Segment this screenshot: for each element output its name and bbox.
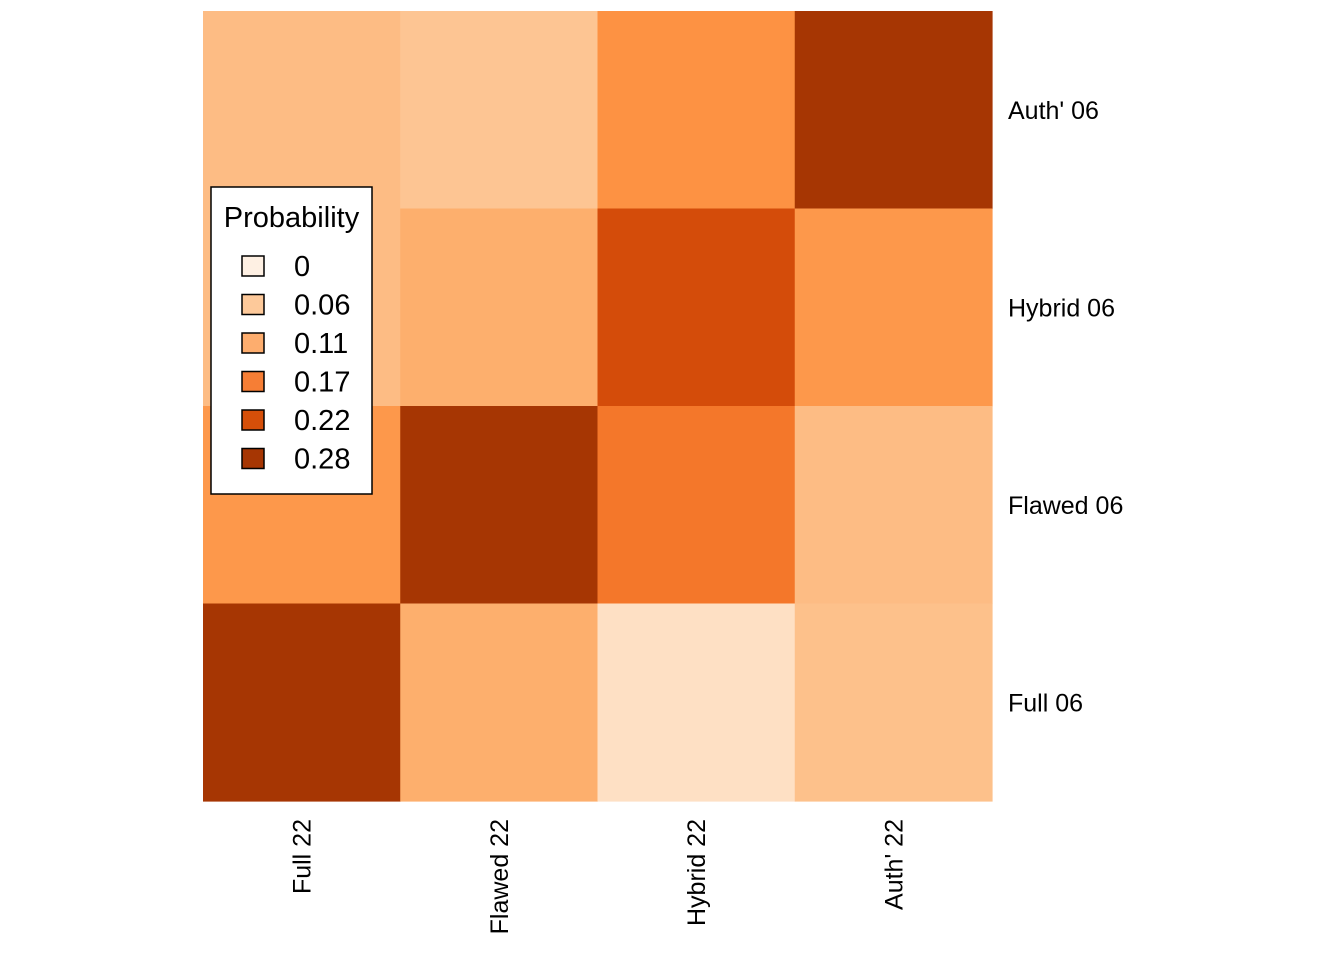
row-labels: Auth' 06 Hybrid 06 Flawed 06 Full 06	[1008, 97, 1123, 718]
heatmap-cell	[794, 208, 993, 407]
row-label: Full 06	[1008, 689, 1083, 717]
column-label: Full 22	[289, 819, 317, 894]
legend-box	[210, 186, 373, 495]
row-label: Auth' 06	[1008, 97, 1099, 125]
heatmap-cell	[400, 208, 599, 407]
legend-label: 0.22	[294, 405, 350, 437]
legend-label: 0.17	[294, 367, 350, 399]
legend-swatch	[241, 293, 265, 316]
legend-swatch	[241, 332, 265, 354]
heatmap-cell	[597, 208, 796, 407]
legend-label: 0.11	[294, 328, 348, 360]
column-label: Hybrid 22	[683, 819, 711, 926]
heatmap-cell	[203, 11, 401, 210]
heatmap-cell	[400, 406, 599, 605]
row-label: Flawed 06	[1008, 492, 1123, 520]
column-labels: Full 22 Flawed 22 Hybrid 22 Auth' 22	[289, 819, 909, 934]
heatmap-cell	[597, 406, 796, 605]
heatmap-cell	[794, 406, 993, 605]
legend-swatch	[241, 447, 265, 470]
legend-swatch	[241, 255, 265, 277]
heatmap-cell	[794, 11, 993, 210]
heatmap-cell	[400, 603, 599, 802]
heatmap-cell	[597, 603, 796, 802]
legend-title: Probability	[224, 202, 360, 234]
legend-label: 0.28	[294, 444, 350, 476]
legend-label: 0	[294, 251, 310, 283]
heatmap-cell	[400, 11, 599, 210]
row-label: Hybrid 06	[1008, 294, 1115, 322]
legend: Probability 0 0.06 0.11 0.17 0.22 0.28	[210, 186, 373, 495]
legend-swatch	[241, 370, 265, 393]
legend-swatch	[241, 409, 265, 431]
heatmap-cell	[794, 603, 993, 802]
heatmap-cell	[597, 11, 796, 210]
heatmap-cell	[203, 603, 401, 802]
column-label: Flawed 22	[486, 819, 514, 934]
legend-label: 0.06	[294, 290, 350, 322]
column-label: Auth' 22	[880, 819, 908, 910]
